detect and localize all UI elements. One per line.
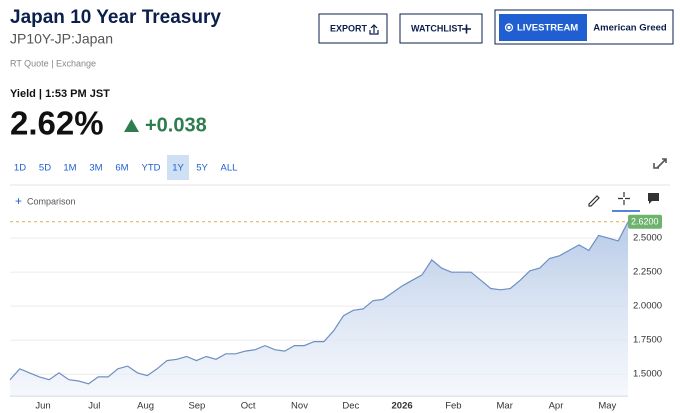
- last-value-box: [628, 214, 662, 229]
- draw-icon[interactable]: [588, 195, 600, 207]
- live-icon-dot: [507, 25, 511, 30]
- area-fill: [10, 221, 628, 396]
- range-option[interactable]: YTD: [142, 163, 161, 174]
- range-option[interactable]: ALL: [221, 163, 238, 174]
- export-label: EXPORT: [330, 23, 368, 33]
- comparison-plus: +: [15, 194, 22, 208]
- range-option[interactable]: 1Y: [172, 163, 184, 174]
- y-tick-label: 2.5000: [633, 233, 662, 244]
- y-tick-label: 2.0000: [633, 301, 662, 312]
- expand-icon[interactable]: [653, 158, 667, 169]
- x-tick-label: Sep: [188, 401, 205, 412]
- livestream-button[interactable]: [499, 14, 587, 41]
- range-option[interactable]: 5Y: [196, 163, 208, 174]
- range-selected: [167, 155, 189, 180]
- range-option[interactable]: 6M: [115, 163, 128, 174]
- range-option[interactable]: 1D: [14, 163, 26, 174]
- range-option[interactable]: 5D: [39, 163, 51, 174]
- livestream-label: LIVESTREAM: [517, 23, 578, 34]
- x-tick-label: Jun: [35, 401, 50, 412]
- export-icon: [369, 24, 379, 35]
- price: 2.62%: [10, 105, 104, 142]
- x-tick-label: Mar: [497, 401, 513, 412]
- comparison[interactable]: Comparison: [27, 196, 76, 206]
- area-line: [9, 221, 629, 385]
- watchlist-label: WATCHLIST: [411, 23, 463, 33]
- x-tick-label: Oct: [241, 401, 256, 412]
- last-value-label: 2.6200: [631, 217, 659, 227]
- x-tick-label: May: [598, 401, 616, 412]
- title: Japan 10 Year Treasury: [10, 7, 221, 28]
- y-tick-label: 1.5000: [633, 369, 662, 380]
- x-tick-label: Aug: [137, 401, 154, 412]
- american-greed-label[interactable]: American Greed: [593, 23, 667, 34]
- x-tick-label: 2026: [392, 401, 413, 412]
- symbol: JP10Y-JP:Japan: [10, 31, 113, 47]
- x-tick-label: Jul: [88, 401, 100, 412]
- quote-source: RT Quote | Exchange: [10, 58, 96, 68]
- yield-label: Yield | 1:53 PM JST: [10, 88, 110, 100]
- export-button[interactable]: [318, 13, 388, 44]
- x-tick-label: Nov: [291, 401, 308, 412]
- range-option[interactable]: 1M: [63, 163, 76, 174]
- x-tick-label: Feb: [445, 401, 461, 412]
- crosshair-icon[interactable]: [618, 192, 630, 205]
- y-tick-label: 1.7500: [633, 335, 662, 346]
- watchlist-icon: [462, 24, 471, 34]
- up-arrow: [124, 119, 139, 132]
- live-icon: [504, 23, 514, 32]
- range-option[interactable]: 3M: [89, 163, 102, 174]
- change: +0.038: [145, 114, 207, 136]
- y-tick-label: 2.2500: [633, 267, 662, 278]
- comment-icon[interactable]: [648, 193, 659, 204]
- x-tick-label: Dec: [342, 401, 359, 412]
- x-tick-label: Apr: [549, 401, 564, 412]
